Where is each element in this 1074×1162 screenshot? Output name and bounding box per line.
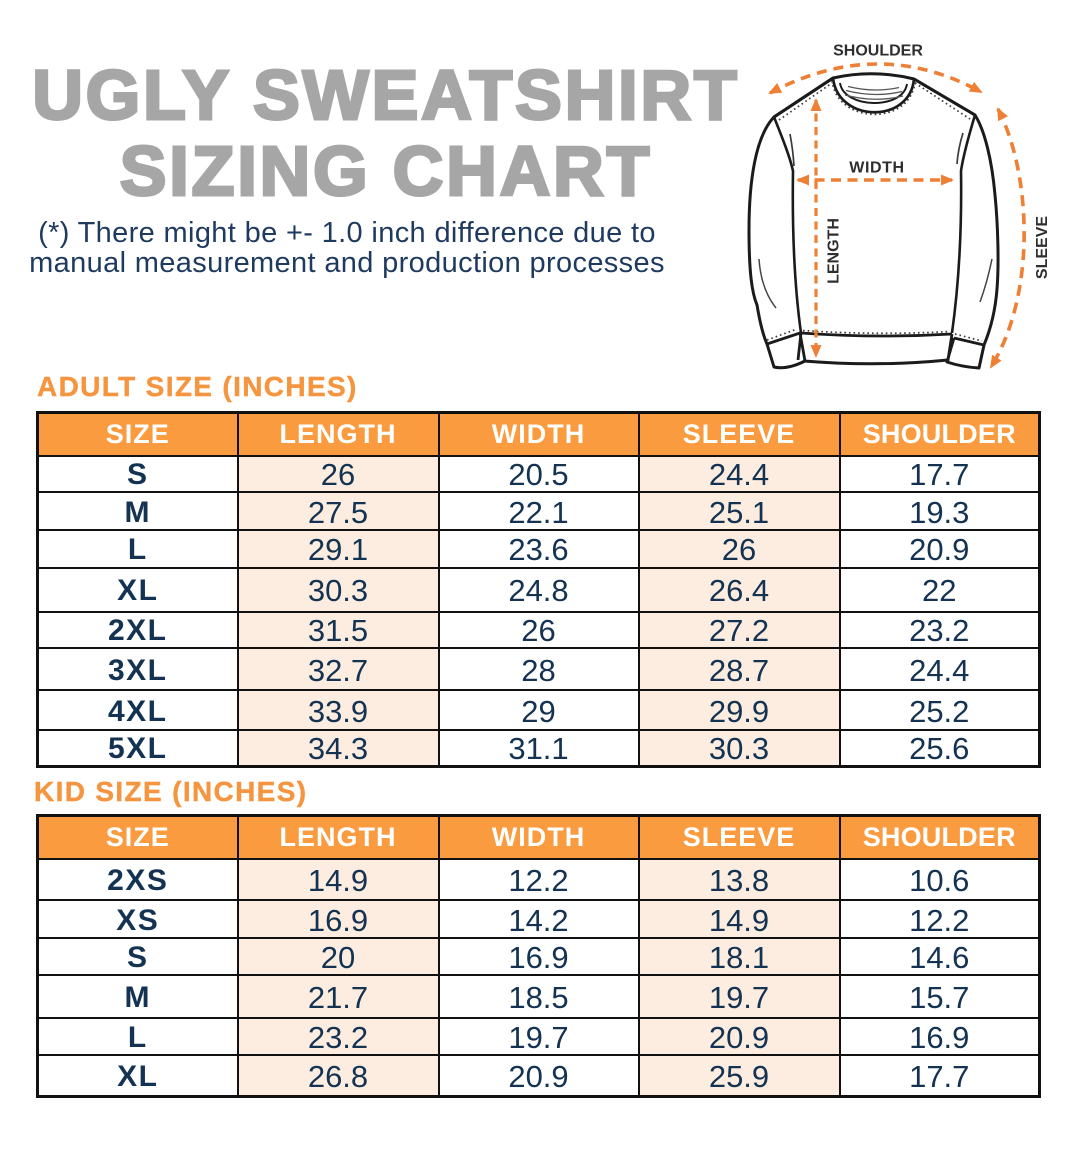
svg-text:LENGTH: LENGTH: [826, 218, 843, 284]
svg-text:SHOULDER: SHOULDER: [833, 43, 923, 60]
svg-text:WIDTH: WIDTH: [849, 160, 904, 177]
svg-text:SLEEVE: SLEEVE: [1034, 216, 1051, 279]
